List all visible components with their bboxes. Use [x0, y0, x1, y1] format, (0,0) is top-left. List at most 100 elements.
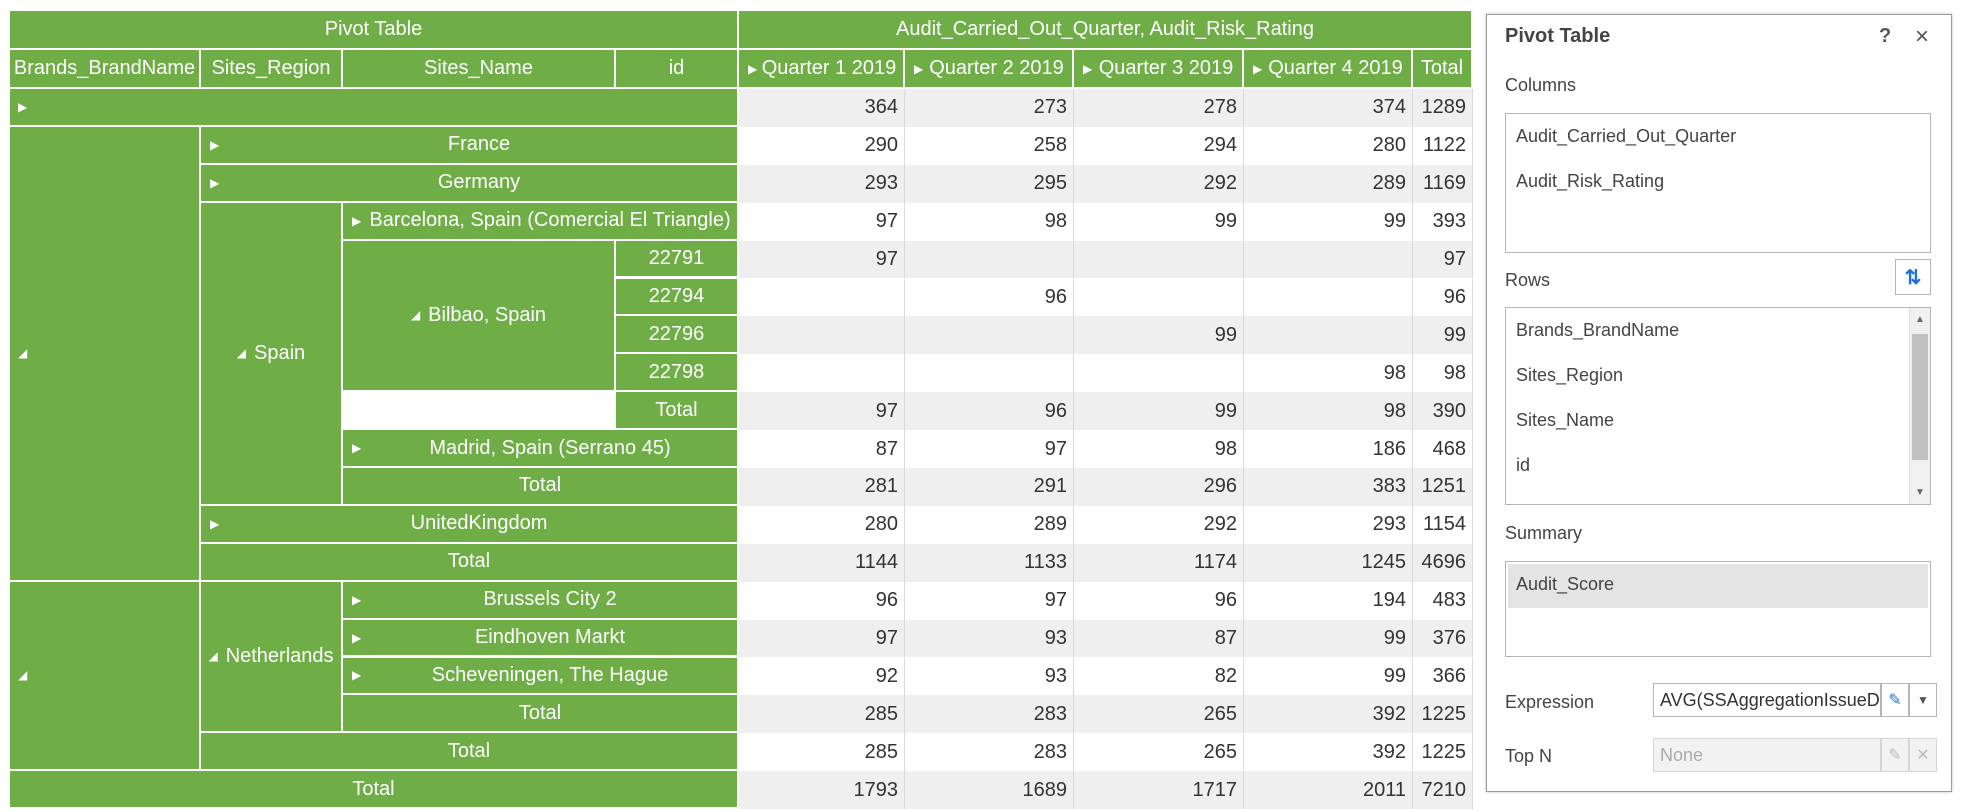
region-spain[interactable]: ◢ Spain [201, 202, 343, 506]
column-field-item[interactable]: Audit_Carried_Out_Quarter [1516, 126, 1737, 146]
bilbao-total-label: Total [655, 398, 698, 421]
expand-triangle-icon[interactable]: ▶ [352, 213, 362, 228]
edit-expression-button[interactable]: ✎ [1881, 683, 1909, 717]
summary-field-item[interactable]: Audit_Score [1516, 574, 1615, 594]
row-header-2-label: Sites_Name [424, 57, 533, 79]
data-cell: 285 [739, 695, 905, 734]
collapse-triangle-icon[interactable]: ◢ [208, 649, 218, 664]
site-barcelona[interactable]: ▶ Barcelona, Spain (Comercial El Triangle… [343, 202, 739, 241]
data-cell-label: 87 [1214, 627, 1237, 650]
expand-triangle-icon[interactable]: ▶ [352, 630, 362, 645]
collapse-triangle-icon[interactable]: ◢ [18, 668, 28, 683]
brand-group-2[interactable]: ◢ [10, 581, 201, 772]
site-brussels[interactable]: ▶ Brussels City 2 [343, 581, 739, 620]
row-header-0[interactable]: Brands_BrandName [10, 50, 201, 89]
row-field-item[interactable]: Brands_BrandName [1516, 320, 1680, 340]
row-field-item[interactable]: id [1516, 455, 1531, 475]
collapse-triangle-icon[interactable]: ◢ [410, 308, 421, 323]
expand-triangle-icon[interactable]: ▶ [1253, 61, 1263, 76]
expand-triangle-icon[interactable]: ▶ [210, 137, 220, 152]
columns-list[interactable]: Audit_Carried_Out_Quarter Audit_Risk_Rat… [1505, 113, 1931, 253]
data-cell-label: 99 [1214, 210, 1237, 233]
collapse-triangle-icon[interactable]: ◢ [18, 346, 28, 361]
expand-triangle-icon[interactable]: ▶ [748, 61, 758, 76]
expand-triangle-icon[interactable]: ▶ [210, 175, 220, 190]
netherlands-total: Total [343, 695, 739, 734]
expand-triangle-icon[interactable]: ▶ [914, 61, 924, 76]
site-eindhoven[interactable]: ▶ Eindhoven Markt [343, 619, 739, 658]
region-germany[interactable]: ▶ Germany [201, 164, 739, 203]
row-field-item[interactable]: Sites_Name [1516, 410, 1615, 430]
expand-triangle-icon[interactable]: ▶ [352, 441, 362, 456]
swap-sort-button[interactable]: ⇅ [1895, 259, 1931, 295]
data-cell-label: 1793 [853, 778, 899, 801]
rows-scrollbar[interactable]: ▲ ▼ [1909, 308, 1930, 504]
site-bilbao[interactable]: ◢ Bilbao, Spain [343, 240, 616, 393]
scroll-thumb[interactable] [1912, 334, 1928, 460]
site-barcelona-label: Barcelona, Spain (Comercial El Triangle) [369, 209, 731, 232]
expand-triangle-icon[interactable]: ▶ [352, 668, 362, 683]
region-france-label: France [447, 133, 511, 156]
brand-row-collapsed[interactable]: ▶ [10, 89, 739, 127]
data-cell-label: 283 [1033, 740, 1067, 763]
data-cell: 383 [1244, 468, 1413, 506]
data-cell-label: 285 [864, 702, 898, 725]
pivot-title-label: Pivot Table [324, 18, 423, 40]
row-header-3[interactable]: id [616, 50, 739, 89]
id-22794-label: 22794 [648, 284, 705, 307]
data-cell: 97 [1413, 240, 1473, 279]
column-header-4[interactable]: Total [1413, 50, 1473, 89]
expression-field[interactable]: AVG(SSAggregationIssueD [1653, 683, 1881, 717]
data-cell-label: 1122 [1422, 134, 1466, 157]
data-cell: 290 [739, 126, 905, 165]
expand-triangle-icon[interactable]: ▶ [210, 516, 220, 531]
rows-list[interactable]: Brands_BrandName Sites_Region Sites_Name… [1505, 307, 1931, 505]
expression-label: Expression [1505, 692, 1595, 712]
expression-dropdown-button[interactable]: ▼ [1909, 683, 1937, 717]
data-cell [739, 316, 905, 355]
site-scheveningen[interactable]: ▶ Scheveningen, The Hague [343, 657, 739, 696]
row-field-item[interactable]: Sites_Region [1516, 365, 1624, 385]
close-icon[interactable]: × [1915, 23, 1930, 50]
clear-topn-button[interactable]: ✕ [1909, 738, 1937, 772]
help-icon[interactable]: ? [1879, 25, 1892, 47]
site-madrid[interactable]: ▶ Madrid, Spain (Serrano 45) [343, 430, 739, 468]
expand-triangle-icon[interactable]: ▶ [18, 99, 28, 114]
data-cell: 376 [1413, 619, 1473, 658]
region-netherlands[interactable]: ◢ Netherlands [201, 581, 343, 734]
collapse-triangle-icon[interactable]: ◢ [236, 346, 247, 361]
topn-field[interactable]: None [1653, 738, 1881, 772]
column-header-0[interactable]: ▶ Quarter 1 2019 [739, 50, 905, 89]
data-cell: 1245 [1244, 543, 1413, 582]
data-cell: 278 [1074, 89, 1244, 127]
data-cell-label: 93 [1044, 664, 1067, 687]
scroll-down-icon[interactable]: ▼ [1915, 487, 1925, 498]
expand-triangle-icon[interactable]: ▶ [1083, 61, 1093, 76]
column-header-1[interactable]: ▶ Quarter 2 2019 [905, 50, 1074, 89]
region-france[interactable]: ▶ France [201, 126, 739, 165]
data-cell-label: 4696 [1421, 551, 1467, 574]
row-header-1[interactable]: Sites_Region [201, 50, 343, 89]
scroll-up-icon[interactable]: ▲ [1915, 314, 1925, 325]
data-cell: 7210 [1413, 771, 1473, 810]
expand-triangle-icon[interactable]: ▶ [352, 592, 362, 607]
bilbao-total: Total [616, 392, 739, 431]
summary-list[interactable]: Audit_Score [1505, 561, 1931, 657]
data-cell: 281 [739, 468, 905, 506]
data-cell: 392 [1244, 695, 1413, 734]
brand-group-1[interactable]: ◢ [10, 126, 201, 582]
id-22791-label: 22791 [648, 247, 705, 270]
site-madrid-label: Madrid, Spain (Serrano 45) [429, 436, 671, 459]
data-cell [739, 278, 905, 317]
row-header-2[interactable]: Sites_Name [343, 50, 616, 89]
edit-topn-button[interactable]: ✎ [1881, 738, 1909, 772]
column-header-3[interactable]: ▶ Quarter 4 2019 [1244, 50, 1413, 89]
site-eindhoven-label: Eindhoven Markt [474, 626, 626, 649]
data-cell: 1144 [739, 543, 905, 582]
summary-item-highlight [1508, 564, 1928, 608]
pencil-icon: ✎ [1888, 747, 1902, 764]
data-cell-label: 97 [1044, 437, 1067, 460]
column-header-2[interactable]: ▶ Quarter 3 2019 [1074, 50, 1244, 89]
region-unitedkingdom[interactable]: ▶ UnitedKingdom [201, 505, 739, 544]
column-field-item[interactable]: Audit_Risk_Rating [1516, 171, 1665, 191]
